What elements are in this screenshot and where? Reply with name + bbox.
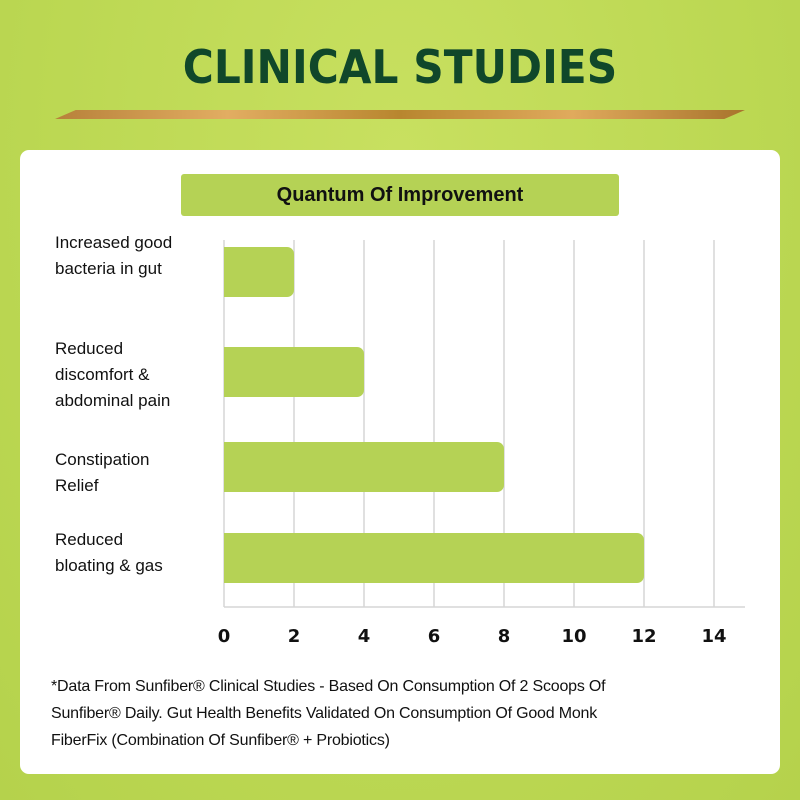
bar [224,347,364,397]
category-label-line: Constipation [55,450,150,469]
chart-title: Quantum Of Improvement [181,174,619,216]
x-tick-label: 12 [631,626,656,647]
gold-divider [55,110,745,119]
category-label-line: Reduced [55,530,124,549]
category-label-line: bloating & gas [55,556,163,575]
x-tick-label: 10 [561,626,586,647]
x-tick-label: 6 [428,626,441,647]
category-label-line: discomfort & [55,365,150,384]
category-label-line: abdominal pain [55,391,171,410]
category-label: Reduced bloating & gas [55,527,163,579]
category-label: Reduced discomfort & abdominal pain [55,336,170,414]
category-label-line: Increased good [55,233,173,252]
x-tick-label: 14 [701,626,726,647]
bar [224,533,644,583]
bar [224,247,294,297]
category-label: Increased good bacteria in gut [55,230,172,282]
category-label-line: bacteria in gut [55,259,162,278]
category-label: Constipation Relief [55,447,150,499]
footnote-line: *Data From Sunfiber® Clinical Studies - … [51,678,606,695]
footnote-line: Sunfiber® Daily. Gut Health Benefits Val… [51,705,598,722]
footnote: *Data From Sunfiber® Clinical Studies - … [51,673,751,754]
category-label-line: Reduced [55,339,124,358]
page-title: CLINICAL STUDIES [182,40,618,94]
x-tick-label: 4 [358,626,371,647]
bar-chart: 0 2 4 6 8 10 12 14 [218,240,745,647]
footnote-line: FiberFix (Combination Of Sunfiber® + Pro… [51,732,390,749]
chart-card: Quantum Of Improvement Increased good bac… [20,150,780,774]
x-tick-label: 8 [498,626,511,647]
category-label-line: Relief [55,476,99,495]
x-tick-label: 2 [288,626,301,647]
bar [224,442,504,492]
x-tick-label: 0 [218,626,231,647]
